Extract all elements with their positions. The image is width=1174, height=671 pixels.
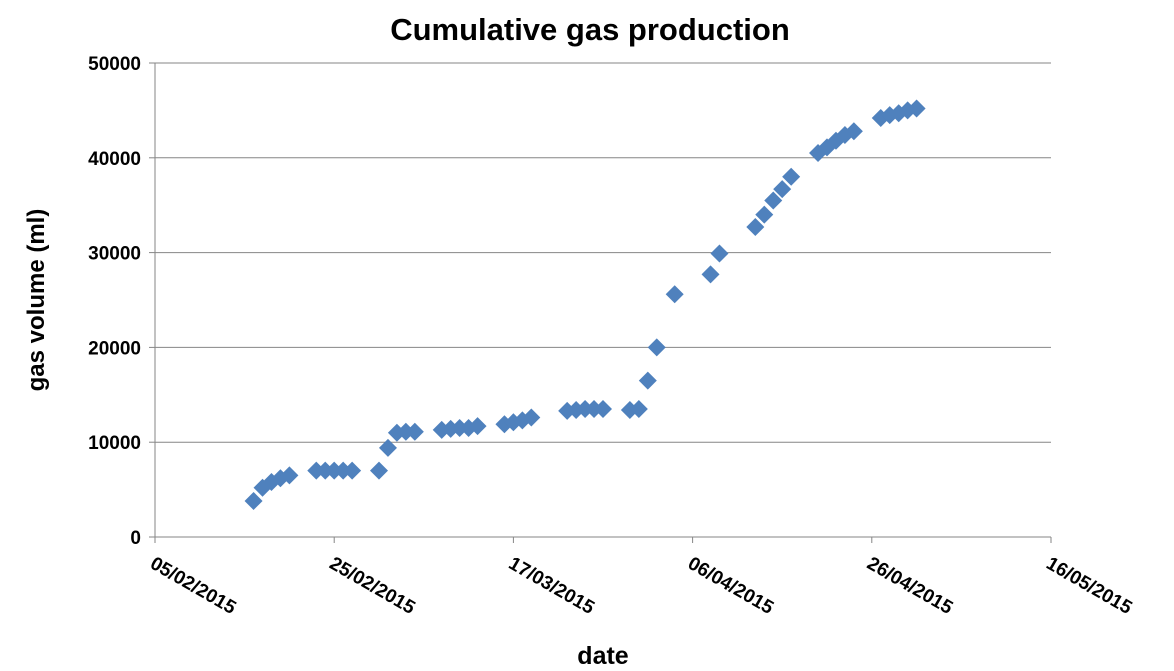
chart-title: Cumulative gas production — [390, 12, 790, 47]
x-tick-label: 05/02/2015 — [147, 553, 240, 619]
x-tick-label: 26/04/2015 — [863, 553, 956, 619]
point — [710, 244, 729, 263]
y-tick-label: 50000 — [88, 54, 141, 75]
point — [764, 191, 783, 210]
point — [378, 438, 397, 457]
x-tick-label: 06/04/2015 — [684, 553, 777, 619]
point — [755, 205, 774, 224]
point — [244, 491, 263, 510]
point — [701, 265, 720, 284]
point — [343, 461, 362, 480]
x-tick-label: 16/05/2015 — [1043, 553, 1136, 619]
y-tick-label: 40000 — [88, 149, 141, 170]
x-axis-label: date — [577, 642, 629, 670]
point — [907, 99, 926, 118]
point — [773, 180, 792, 199]
x-tick-label: 17/03/2015 — [505, 553, 598, 619]
y-tick-label: 20000 — [88, 338, 141, 359]
point — [405, 422, 424, 441]
point — [746, 218, 765, 237]
point — [594, 400, 612, 419]
point — [665, 285, 684, 304]
point — [782, 167, 801, 186]
point — [647, 338, 666, 357]
y-axis-label: gas volume (ml) — [23, 209, 50, 392]
y-tick-label: 30000 — [88, 244, 141, 265]
point — [468, 417, 487, 436]
point — [629, 400, 648, 419]
point — [370, 461, 388, 480]
point — [844, 122, 863, 141]
point — [522, 408, 541, 427]
x-tick-label: 25/02/2015 — [326, 553, 419, 619]
point — [280, 466, 299, 485]
point — [638, 371, 657, 390]
y-tick-label: 0 — [130, 528, 141, 549]
y-tick-label: 10000 — [88, 433, 141, 454]
